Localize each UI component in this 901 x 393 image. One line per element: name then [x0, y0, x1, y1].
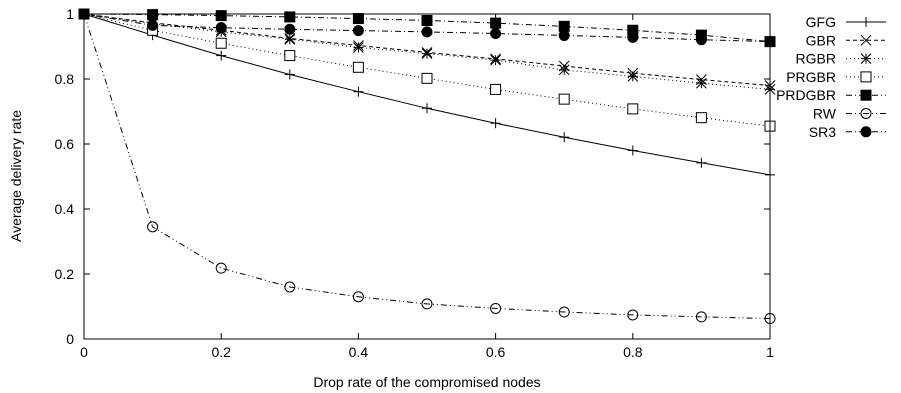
series-line-sr3: [83, 13, 771, 43]
data-point-rgbr-7: [558, 64, 570, 76]
data-point-rw-6: [490, 302, 502, 314]
data-point-prgbr-6: [490, 83, 502, 95]
data-point-rgbr-8: [627, 71, 639, 82]
data-point-gfg-6: [490, 118, 501, 129]
legend-marker-rw: [860, 108, 872, 119]
data-point-rw-7: [558, 306, 570, 318]
legend-item-prgbr: PRGBR: [786, 69, 886, 85]
data-point-sr3-2: [215, 22, 227, 34]
x-tick-label-4: 0.8: [623, 344, 643, 360]
x-tick-label-1: 0.2: [211, 344, 231, 360]
data-point-sr3-5: [421, 26, 433, 38]
legend-marker-prdgbr: [860, 89, 872, 101]
y-tick-label-1: 0.2: [55, 266, 75, 282]
data-point-prgbr-4: [352, 61, 364, 73]
x-tick-label-5: 1: [766, 344, 774, 360]
data-point-gfg-5: [422, 103, 432, 114]
data-point-rw-8: [627, 309, 639, 321]
legend-label-sr3: SR3: [809, 124, 836, 140]
data-point-prdgbr-2: [215, 10, 227, 22]
data-point-rw-3: [284, 281, 296, 293]
legend-label-rgbr: RGBR: [796, 51, 836, 67]
data-point-rw-4: [352, 291, 364, 303]
y-tick-label-4: 0.8: [55, 71, 75, 87]
legend-marker-rgbr: [860, 53, 872, 64]
legend-item-gbr: GBR: [806, 32, 886, 48]
legend-label-prgbr: PRGBR: [786, 69, 836, 85]
legend-label-gfg: GFG: [806, 14, 836, 30]
data-point-prdgbr-5: [421, 15, 433, 26]
data-point-rgbr-6: [490, 54, 501, 66]
data-point-rgbr-5: [421, 48, 433, 60]
data-point-rw-5: [421, 298, 433, 310]
data-point-sr3-4: [352, 25, 364, 37]
legend-marker-sr3: [860, 126, 872, 138]
series-rw: [78, 8, 776, 325]
data-point-prgbr-8: [627, 103, 639, 115]
data-point-sr3-6: [490, 28, 502, 39]
data-point-prdgbr-4: [352, 13, 364, 25]
data-point-sr3-1: [147, 19, 159, 31]
series-line-rw: [83, 13, 771, 319]
x-axis-label: Drop rate of the compromised nodes: [313, 374, 540, 390]
legend-item-rw: RW: [813, 106, 886, 122]
legend: GFG GBR RGBR PRGBR PRDGBR RW SR3: [776, 14, 886, 140]
y-axis-label: Average delivery rate: [8, 110, 24, 242]
data-point-sr3-8: [627, 31, 639, 43]
data-point-gfg-3: [284, 69, 295, 80]
y-tick-label-5: 1: [66, 6, 74, 22]
data-point-prgbr-5: [421, 72, 433, 84]
data-point-sr3-3: [284, 23, 296, 35]
legend-item-prdgbr: PRDGBR: [776, 87, 886, 103]
y-tick-label-2: 0.4: [55, 201, 75, 217]
data-point-prdgbr-3: [284, 11, 296, 23]
data-point-prdgbr-1: [147, 9, 159, 21]
data-point-rgbr-3: [284, 33, 296, 45]
data-point-rgbr-4: [353, 42, 364, 53]
y-tick-label-0: 0: [66, 331, 74, 347]
data-point-gfg-4: [353, 86, 364, 97]
axis-ticks: 0 0.2 0.4 0.6 0.8 1 0 0.2 0.4 0.6 0.8 1: [55, 6, 775, 360]
legend-item-gfg: GFG: [806, 14, 886, 30]
data-point-gfg-9: [696, 157, 707, 168]
data-point-prdgbr-6: [490, 17, 502, 29]
legend-item-rgbr: RGBR: [796, 51, 886, 67]
x-tick-label-3: 0.6: [486, 344, 506, 360]
legend-marker-gbr: [860, 34, 872, 46]
data-point-rgbr-9: [696, 77, 707, 89]
y-tick-label-3: 0.6: [55, 136, 75, 152]
x-tick-label-0: 0: [80, 344, 88, 360]
data-point-rw-1: [147, 221, 159, 233]
data-point-prgbr-3: [284, 50, 296, 62]
series-line-prgbr: [83, 13, 771, 127]
legend-marker-gfg: [861, 17, 871, 27]
data-point-gfg-2: [216, 50, 227, 61]
data-point-prgbr-2: [215, 37, 227, 49]
legend-label-gbr: GBR: [806, 32, 836, 48]
data-point-prgbr-9: [695, 112, 707, 124]
data-point-gfg-7: [559, 132, 570, 143]
data-point-prdgbr-7: [558, 20, 570, 32]
legend-label-rw: RW: [813, 106, 837, 122]
data-point-sr3-7: [558, 29, 570, 41]
data-point-gfg-8: [627, 145, 638, 156]
legend-label-prdgbr: PRDGBR: [776, 87, 836, 103]
data-point-rw-9: [695, 311, 707, 323]
legend-item-sr3: SR3: [809, 124, 886, 140]
plot-frame: [83, 13, 771, 340]
data-point-rw-2: [215, 262, 227, 274]
data-point-prgbr-7: [558, 93, 570, 105]
legend-marker-prgbr: [860, 71, 872, 83]
data-point-sr3-9: [695, 34, 707, 46]
x-tick-label-2: 0.4: [349, 344, 369, 360]
data-series: [78, 8, 776, 325]
